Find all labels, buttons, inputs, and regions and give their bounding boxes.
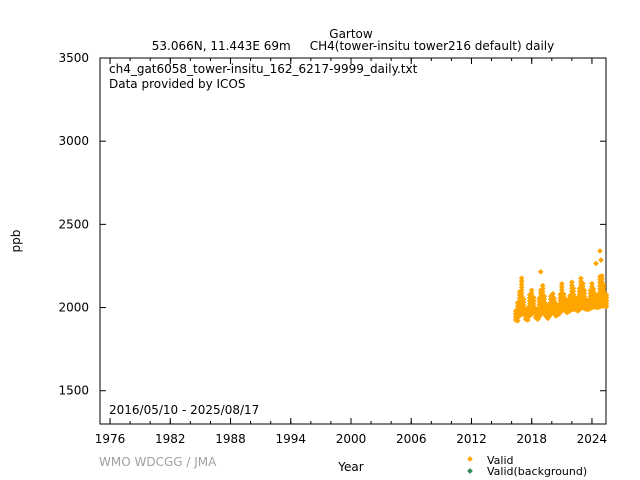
x-axis-label: Year — [337, 460, 363, 474]
data-point — [520, 302, 527, 309]
data-point — [578, 275, 584, 282]
data-point — [570, 288, 577, 295]
data-point — [528, 290, 535, 297]
credit-label: WMO WDCGG / JMA — [99, 455, 217, 469]
data-point — [520, 296, 527, 303]
data-point — [569, 279, 575, 286]
data-point — [518, 287, 525, 294]
data-point — [530, 294, 537, 301]
x-tick-label: 2012 — [456, 432, 487, 446]
data-point — [542, 301, 549, 307]
data-point — [539, 288, 546, 295]
data-point — [600, 285, 607, 291]
data-point — [581, 287, 588, 294]
data-point — [530, 297, 537, 304]
data-point — [518, 275, 525, 282]
date-range-label: 2016/05/10 - 2025/08/17 — [109, 403, 259, 417]
x-tick-label: 1976 — [95, 432, 126, 446]
chart-title: Gartow — [329, 27, 373, 41]
data-point — [551, 295, 558, 302]
data-point — [514, 318, 521, 324]
file-label: ch4_gat6058_tower-insitu_162_6217-9999_d… — [109, 62, 418, 76]
y-tick-label: 3500 — [58, 51, 89, 65]
legend-label-valid: Valid — [487, 454, 514, 467]
data-point — [539, 285, 546, 292]
legend-label-background: Valid(background) — [487, 465, 587, 478]
legend: Valid Valid(background) — [467, 454, 587, 478]
x-tick-label: 1994 — [275, 432, 306, 446]
data-point — [597, 248, 603, 254]
data-point — [603, 291, 610, 298]
data-point — [518, 281, 525, 288]
y-axis-label: ppb — [9, 230, 23, 253]
data-point — [518, 290, 525, 297]
legend-marker-background — [467, 468, 473, 474]
data-point — [558, 284, 565, 290]
data-point — [581, 290, 588, 297]
data-point — [600, 282, 607, 288]
data-point — [537, 268, 544, 275]
data-point — [603, 303, 610, 310]
x-tick-label: 2006 — [396, 432, 427, 446]
data-point — [593, 260, 599, 267]
x-tick-label: 2024 — [577, 432, 608, 446]
data-point — [558, 287, 565, 293]
data-point — [539, 282, 546, 289]
x-tick-label: 1988 — [215, 432, 246, 446]
data-point — [518, 278, 525, 285]
y-tick-label: 2000 — [58, 301, 89, 315]
data-point — [549, 290, 556, 297]
legend-marker-valid — [467, 456, 473, 462]
data-point — [541, 296, 548, 303]
x-tick-label: 2000 — [336, 432, 367, 446]
data-point — [558, 281, 565, 287]
data-point — [541, 293, 548, 300]
plot-frame — [99, 57, 607, 425]
data-point — [598, 257, 604, 263]
chart-subtitle: 53.066N, 11.443E 69m CH4(tower-insitu to… — [152, 39, 554, 53]
data-point — [530, 300, 537, 307]
data-point — [599, 276, 605, 282]
data-point — [520, 299, 527, 306]
data-point — [603, 297, 610, 304]
data-point — [580, 280, 586, 287]
y-tick-label: 1500 — [58, 384, 89, 398]
data-point — [603, 300, 610, 307]
x-tick-label: 2018 — [516, 432, 547, 446]
x-tick-label: 1982 — [155, 432, 186, 446]
data-point — [599, 273, 605, 279]
y-tick-label: 3000 — [58, 134, 89, 148]
data-point — [603, 294, 610, 301]
data-point — [524, 317, 531, 323]
data-point — [518, 284, 525, 291]
data-point — [590, 286, 597, 292]
data-point — [528, 287, 535, 294]
data-point — [561, 291, 567, 298]
provider-label: Data provided by ICOS — [109, 77, 245, 91]
y-tick-label: 2500 — [58, 217, 89, 231]
data-point — [570, 285, 577, 292]
data-point — [589, 280, 595, 287]
